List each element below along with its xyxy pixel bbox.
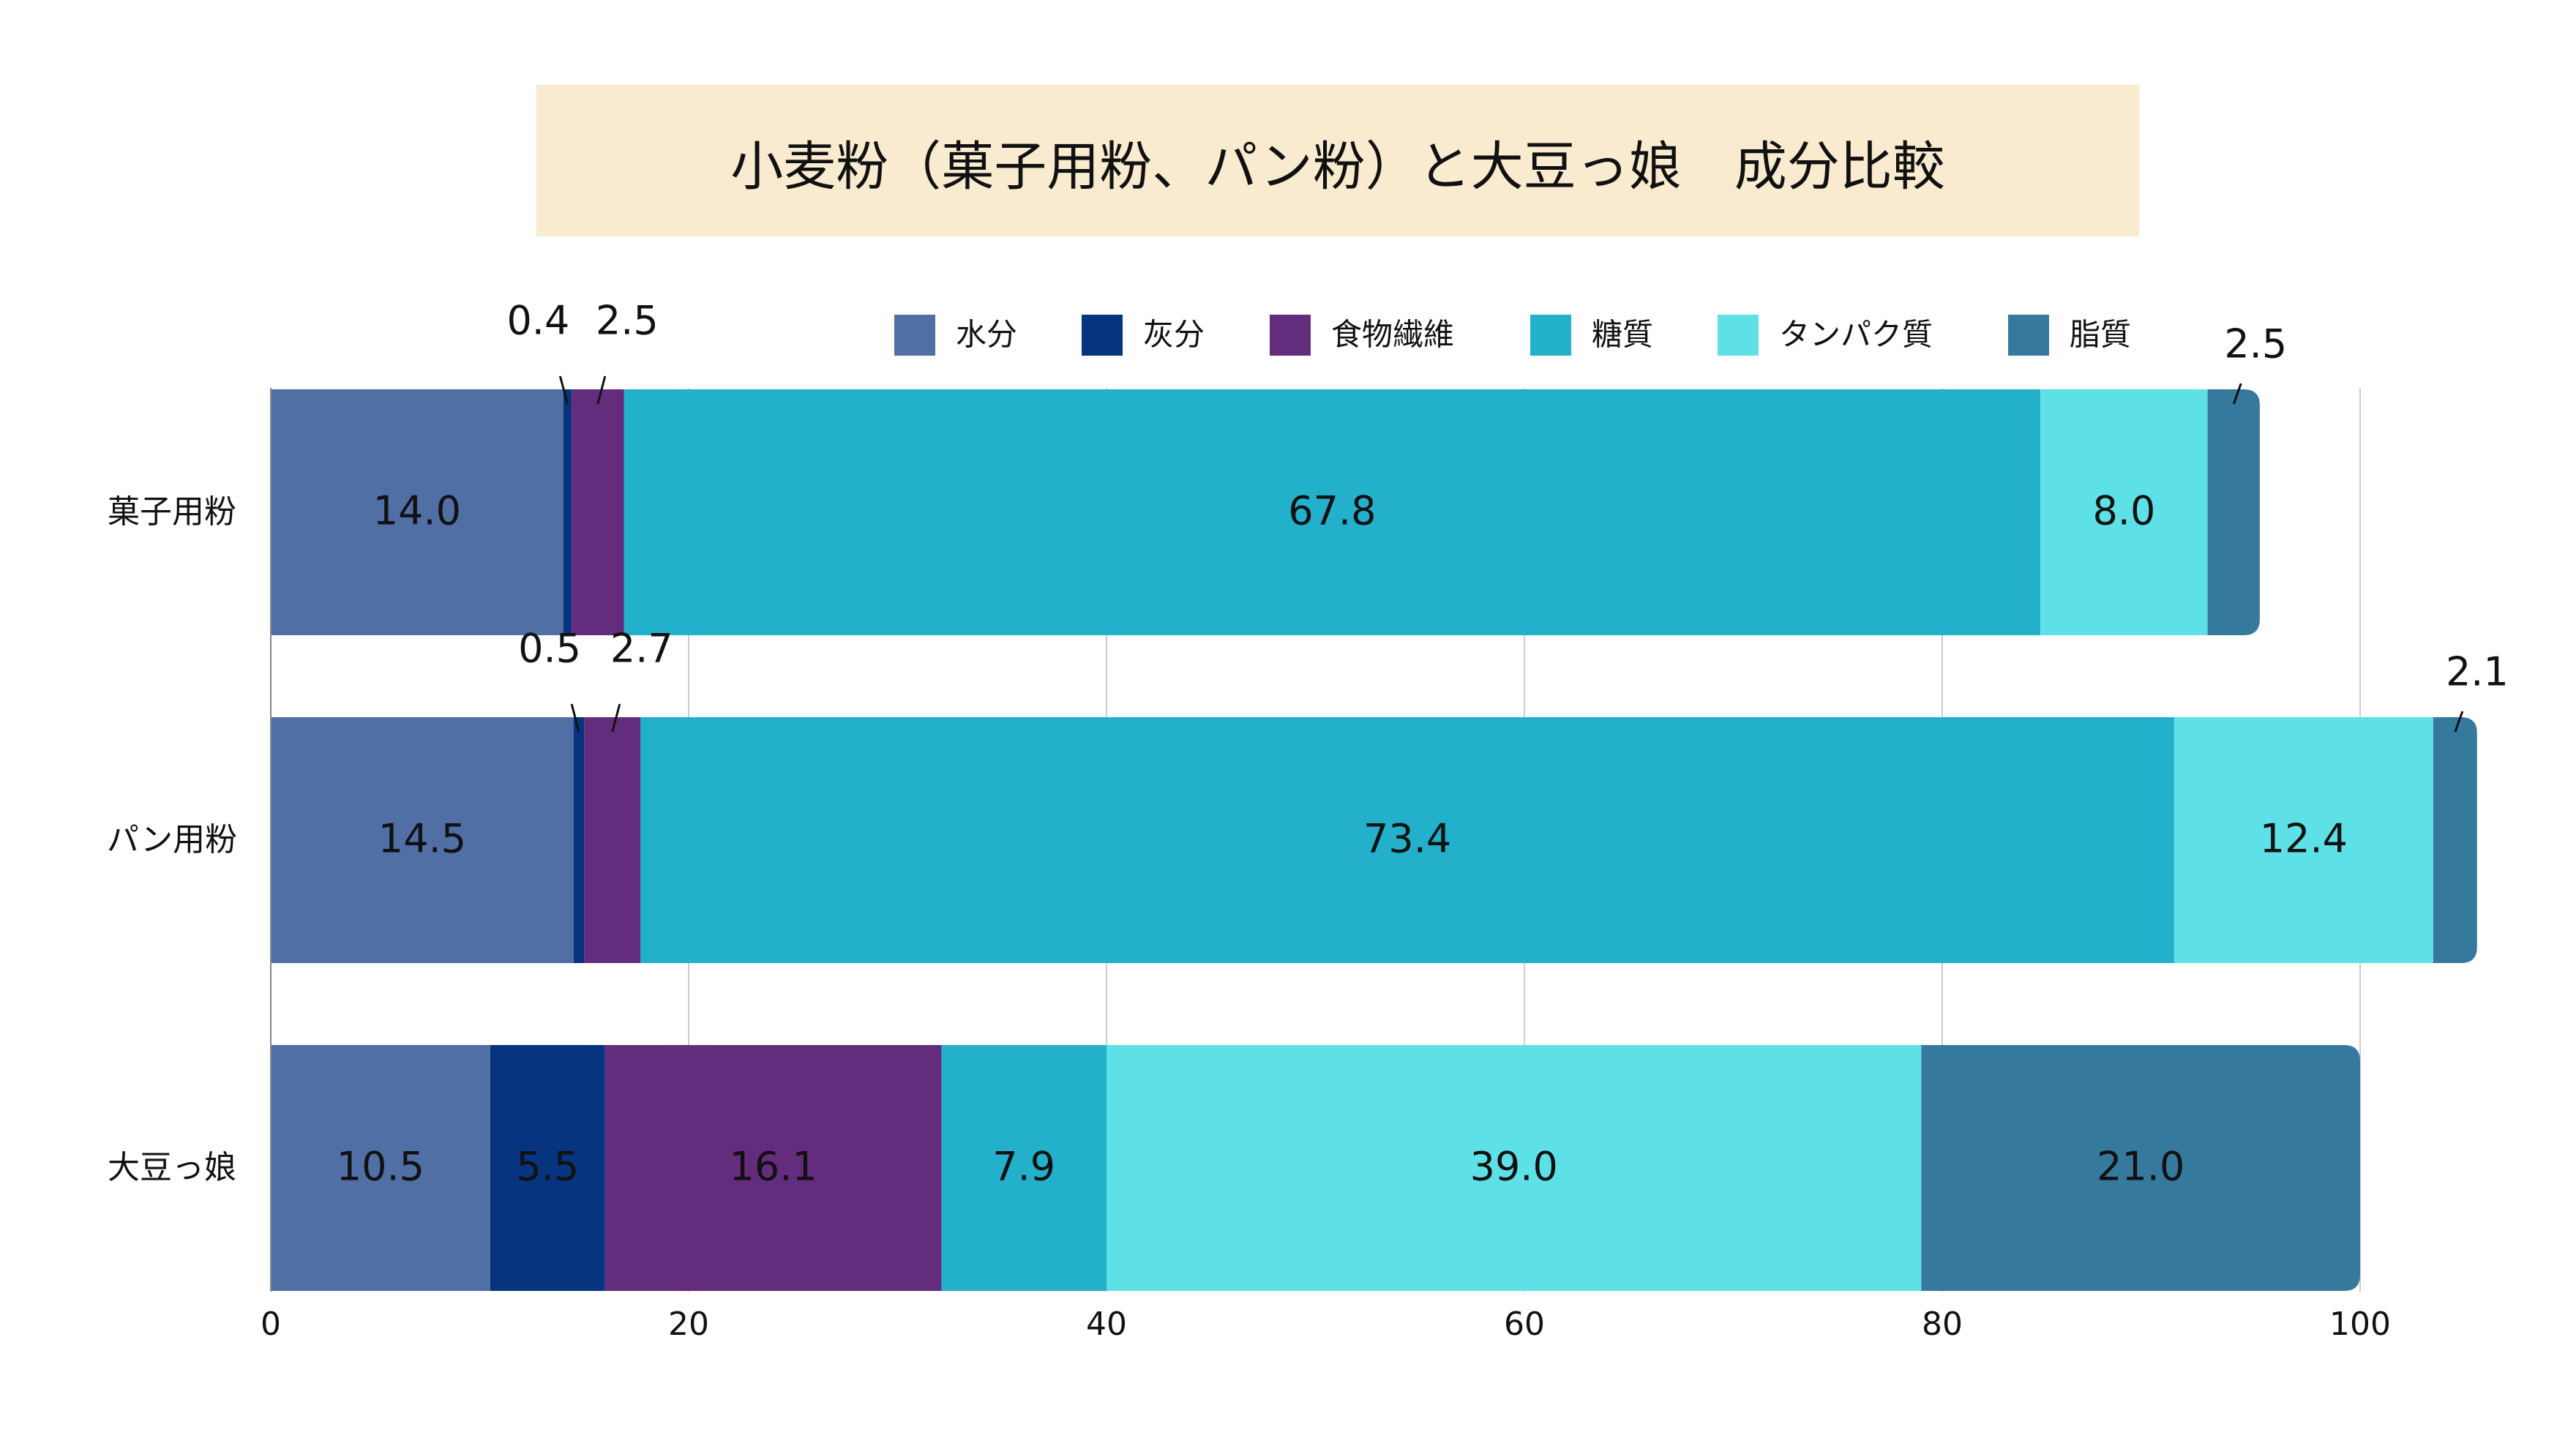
bar-segment bbox=[604, 1045, 942, 1291]
data-label: 10.5 bbox=[337, 1144, 424, 1190]
chart-title-group: 小麦粉（菓子用粉、パン粉）と大豆っ娘 成分比較 bbox=[536, 85, 2139, 236]
data-label-outside: 2.7 bbox=[610, 626, 673, 672]
data-label: 12.4 bbox=[2260, 816, 2348, 862]
data-label: 7.9 bbox=[992, 1144, 1055, 1190]
data-label: 39.0 bbox=[1470, 1144, 1558, 1190]
legend-label: 水分 bbox=[956, 317, 1017, 353]
leader-line bbox=[570, 703, 580, 733]
bar-group bbox=[271, 389, 2260, 635]
leader-line bbox=[611, 703, 621, 733]
bar-segment bbox=[572, 389, 624, 635]
data-label: 67.8 bbox=[1288, 488, 1376, 534]
x-tick-label: 100 bbox=[2329, 1306, 2391, 1343]
legend-label: 食物繊維 bbox=[1331, 317, 1454, 353]
legend-swatch bbox=[894, 315, 935, 356]
data-label-outside: 2.5 bbox=[2224, 321, 2287, 367]
data-label-outside: 0.5 bbox=[518, 626, 581, 672]
data-label-outside: 0.4 bbox=[506, 298, 569, 344]
category-label: 菓子用粉 bbox=[108, 493, 236, 531]
data-label: 73.4 bbox=[1363, 816, 1451, 862]
bar-segment bbox=[271, 389, 564, 635]
data-label: 21.0 bbox=[2097, 1144, 2184, 1190]
x-tick-label: 40 bbox=[1086, 1306, 1127, 1343]
bar-segment bbox=[2207, 389, 2260, 635]
bar-segment bbox=[2433, 717, 2477, 963]
data-label: 16.1 bbox=[730, 1144, 817, 1190]
x-tick-label: 0 bbox=[261, 1306, 281, 1343]
bar-segment bbox=[490, 1045, 605, 1291]
category-label: 大豆っ娘 bbox=[108, 1149, 236, 1186]
legend-swatch bbox=[1270, 315, 1311, 356]
bar-segment bbox=[624, 389, 2041, 635]
x-tick-label: 20 bbox=[668, 1306, 709, 1343]
category-label: パン用粉 bbox=[107, 821, 237, 858]
bar-group bbox=[271, 1045, 2360, 1291]
data-label: 8.0 bbox=[2092, 488, 2155, 534]
chart-title: 小麦粉（菓子用粉、パン粉）と大豆っ娘 成分比較 bbox=[730, 136, 1945, 198]
bar-group bbox=[271, 717, 2477, 963]
data-labels-layer: 14.0 67.8 8.0 0.4 2.5 2.5 菓子用粉 14.5 73.4 12.4 0.5 2… bbox=[107, 298, 2509, 1190]
bar-segment bbox=[563, 389, 572, 635]
bar-segment bbox=[271, 717, 574, 963]
legend: 水分 灰分 食物繊維 糖質 タンパク質 脂質 bbox=[894, 315, 2131, 356]
leader-line bbox=[2454, 711, 2464, 733]
legend-swatch bbox=[1718, 315, 1759, 356]
data-label-outside: 2.1 bbox=[2446, 649, 2509, 695]
leader-line bbox=[558, 375, 569, 405]
legend-label: 灰分 bbox=[1143, 317, 1205, 353]
x-tick-label: 80 bbox=[1922, 1306, 1963, 1343]
legend-swatch bbox=[1082, 315, 1123, 356]
bar-segment bbox=[2174, 717, 2433, 963]
data-label-outside: 2.5 bbox=[596, 298, 659, 344]
bar-segment bbox=[271, 1045, 490, 1291]
data-label: 5.5 bbox=[516, 1144, 579, 1190]
bar-segment bbox=[640, 717, 2174, 963]
chart-title-box bbox=[536, 85, 2139, 236]
data-label: 14.5 bbox=[378, 816, 466, 862]
bars-layer bbox=[271, 389, 2477, 1291]
leader-line bbox=[596, 375, 607, 405]
bar-segment bbox=[1921, 1045, 2360, 1291]
data-label: 14.0 bbox=[373, 488, 461, 534]
bar-segment bbox=[584, 717, 641, 963]
bar-segment bbox=[1107, 1045, 1922, 1291]
legend-label: 脂質 bbox=[2070, 317, 2131, 353]
axis-layer: 0 20 40 60 80 100 bbox=[261, 388, 2391, 1343]
legend-label: 糖質 bbox=[1592, 317, 1653, 353]
legend-label: タンパク質 bbox=[1779, 317, 1933, 353]
bar-segment bbox=[2040, 389, 2208, 635]
bar-segment bbox=[941, 1045, 1107, 1291]
bar-segment bbox=[573, 717, 585, 963]
x-tick-label: 60 bbox=[1504, 1306, 1545, 1343]
legend-swatch bbox=[1530, 315, 1571, 356]
legend-swatch bbox=[2008, 315, 2049, 356]
leader-line bbox=[2232, 383, 2242, 405]
